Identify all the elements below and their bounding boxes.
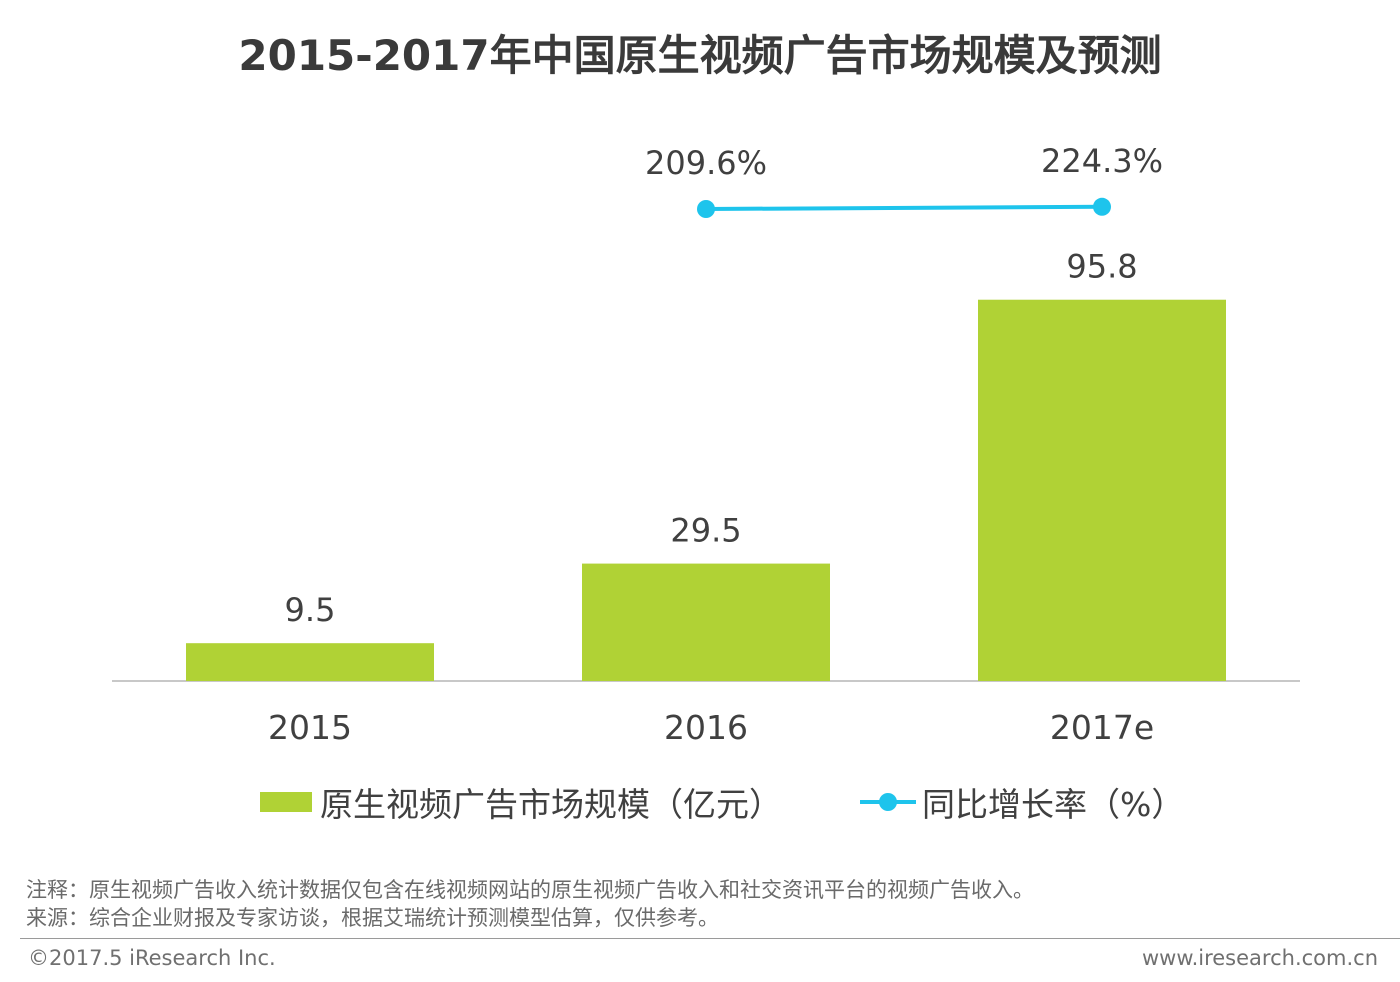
legend: 原生视频广告市场规模（亿元） 同比增长率（%） (0, 778, 1400, 824)
x-tick-label: 2016 (664, 708, 748, 747)
growth-line-series (697, 197, 1111, 218)
legend-bar-label: 原生视频广告市场规模（亿元） (320, 785, 782, 824)
chart-title: 2015-2017年中国原生视频广告市场规模及预测 (238, 31, 1162, 80)
legend-bar-swatch (260, 792, 312, 812)
growth-line (705, 204, 1103, 211)
bar-series (186, 299, 1226, 681)
legend-item-line: 同比增长率（%） (860, 778, 1184, 826)
growth-value-label: 224.3% (1041, 142, 1163, 180)
x-tick-label: 2017e (1050, 708, 1154, 747)
growth-point (697, 200, 715, 218)
bar-value-label: 95.8 (1066, 248, 1137, 286)
growth-point (1093, 197, 1111, 216)
bar (978, 299, 1226, 681)
growth-value-label: 209.6% (645, 144, 767, 182)
bar-value-label: 9.5 (285, 591, 336, 629)
bar (186, 643, 434, 681)
chart-area: 9.5 29.5 95.8 209.6% 224.3% 2015 2016 2017e (112, 142, 1300, 747)
footer-website: www.iresearch.com.cn (1141, 946, 1378, 970)
legend-item-bar: 原生视频广告市场规模（亿元） (260, 778, 782, 826)
notes: 注释：原生视频广告收入统计数据仅包含在线视频网站的原生视频广告收入和社交资讯平台… (26, 876, 1034, 932)
data-labels: 9.5 29.5 95.8 209.6% 224.3% (285, 142, 1163, 629)
note-line: 注释：原生视频广告收入统计数据仅包含在线视频网站的原生视频广告收入和社交资讯平台… (26, 878, 1034, 902)
bar-value-label: 29.5 (670, 512, 741, 550)
bar (582, 563, 830, 681)
x-tick-label: 2015 (268, 708, 352, 747)
legend-line-swatch (860, 792, 916, 812)
source-line: 来源：综合企业财报及专家访谈，根据艾瑞统计预测模型估算，仅供参考。 (26, 906, 719, 930)
footer-divider (20, 938, 1400, 939)
footer-copyright: ©2017.5 iResearch Inc. (28, 946, 276, 970)
x-axis-ticks: 2015 2016 2017e (268, 708, 1154, 747)
legend-line-label: 同比增长率（%） (922, 785, 1185, 824)
